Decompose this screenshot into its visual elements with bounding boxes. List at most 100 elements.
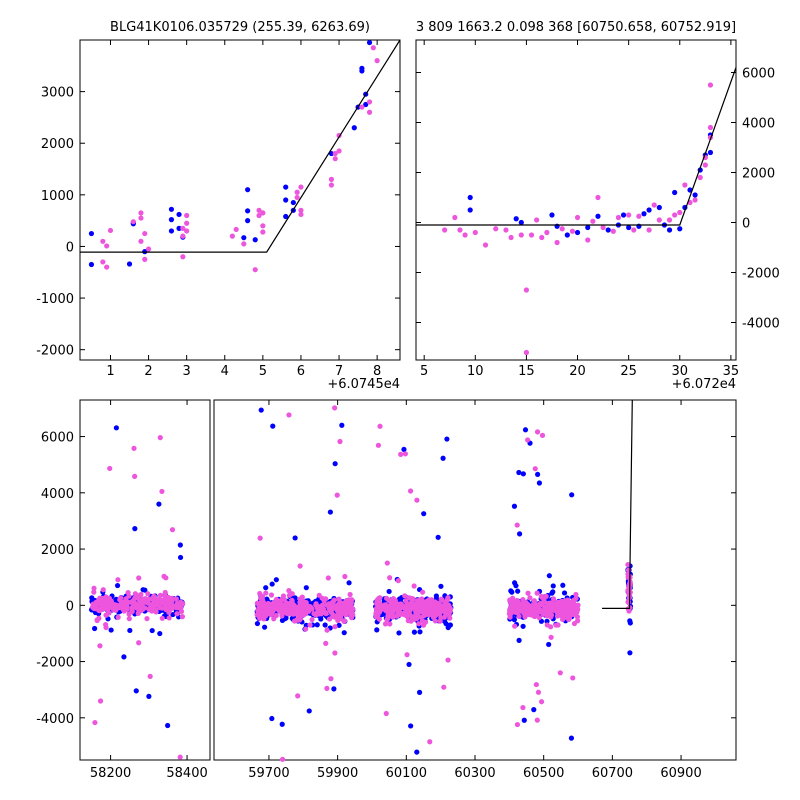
data-point-blue (569, 492, 575, 498)
data-point-pink (539, 432, 546, 438)
data-point-blue (508, 588, 514, 594)
data-point-pink (570, 598, 576, 604)
data-point-pink (260, 210, 266, 216)
data-point-pink (539, 594, 545, 600)
data-point-pink (574, 614, 581, 620)
data-point-pink (569, 228, 576, 234)
data-point-blue (168, 228, 175, 234)
data-point-blue (672, 189, 678, 196)
x-tick-label: 59700 (248, 766, 289, 781)
data-point-blue (177, 542, 183, 548)
data-point-pink (520, 601, 526, 607)
data-point-pink (298, 207, 304, 213)
data-point-pink (395, 578, 401, 584)
data-point-pink (383, 710, 389, 717)
data-point-pink (413, 611, 419, 617)
data-point-pink (407, 488, 414, 494)
data-point-pink (375, 442, 382, 448)
data-point-pink (707, 124, 714, 131)
data-point-blue (641, 211, 647, 217)
data-point-blue (126, 261, 133, 267)
data-point-pink (383, 595, 390, 601)
data-point-blue (516, 531, 523, 537)
data-point-pink (157, 435, 163, 441)
data-point-pink (159, 615, 165, 621)
data-point-pink (509, 598, 516, 604)
data-point-pink (538, 699, 545, 705)
y-tick-label: 0 (66, 240, 74, 255)
data-point-pink (396, 611, 402, 617)
data-point-blue (546, 573, 552, 579)
data-point-blue (520, 623, 526, 629)
data-point-pink (303, 626, 309, 632)
data-point-pink (279, 756, 286, 762)
data-point-pink (529, 604, 535, 610)
data-point-pink (418, 601, 424, 607)
data-point-blue (511, 503, 518, 509)
data-point-pink (535, 689, 542, 695)
data-point-pink (646, 227, 652, 233)
data-point-pink (573, 591, 579, 598)
data-point-pink (398, 451, 404, 457)
y-tick-label: 6000 (742, 67, 775, 82)
data-point-blue (467, 194, 473, 201)
data-point-pink (402, 603, 408, 610)
data-point-blue (332, 461, 338, 467)
data-point-blue (149, 627, 155, 634)
data-point-pink (266, 609, 272, 615)
data-point-blue (518, 219, 524, 226)
data-point-pink (184, 212, 190, 219)
data-point-pink (147, 673, 153, 679)
data-point-pink (261, 600, 267, 607)
data-point-pink (91, 585, 97, 591)
data-point-pink (539, 234, 545, 241)
data-point-pink (412, 604, 418, 610)
data-point-pink (544, 229, 550, 236)
data-point-pink (514, 600, 521, 607)
data-point-pink (324, 685, 330, 691)
plot-frame-top-right (415, 39, 737, 361)
data-point-blue (176, 211, 182, 218)
data-point-pink (387, 621, 393, 627)
data-point-pink (159, 488, 165, 495)
data-point-pink (514, 721, 521, 728)
data-point-pink (414, 497, 420, 503)
y-tick-label: 0 (66, 599, 74, 614)
data-point-pink (636, 213, 642, 219)
data-point-blue (88, 261, 95, 268)
data-point-pink (93, 599, 99, 605)
data-point-pink (307, 622, 313, 628)
data-point-pink (121, 607, 127, 613)
data-point-pink (332, 614, 338, 620)
data-point-blue (363, 101, 369, 108)
data-point-blue (620, 212, 627, 218)
data-point-pink (427, 739, 433, 745)
data-point-pink (556, 611, 562, 617)
data-point-pink (281, 597, 288, 603)
x-tick-label: 58400 (166, 766, 207, 781)
x-tick-label: 2 (144, 364, 152, 379)
data-point-pink (553, 602, 559, 608)
data-point-pink (325, 575, 331, 581)
data-point-pink (168, 598, 174, 605)
data-point-pink (96, 607, 102, 614)
data-point-pink (323, 640, 329, 646)
data-point-pink (295, 604, 301, 610)
data-point-blue (341, 630, 347, 636)
data-point-pink (525, 590, 531, 596)
data-point-pink (282, 602, 288, 608)
data-point-blue (401, 446, 407, 453)
data-point-pink (383, 602, 389, 608)
data-point-pink (559, 598, 565, 604)
data-point-pink (419, 589, 426, 595)
data-point-pink (298, 211, 304, 218)
data-point-pink (422, 619, 429, 625)
scatter-points-top-left (88, 39, 380, 273)
data-point-pink (136, 640, 142, 646)
data-point-pink (342, 573, 348, 580)
data-point-pink (347, 591, 353, 598)
data-point-pink (123, 598, 129, 604)
data-point-pink (447, 605, 453, 611)
data-point-pink (178, 608, 185, 615)
